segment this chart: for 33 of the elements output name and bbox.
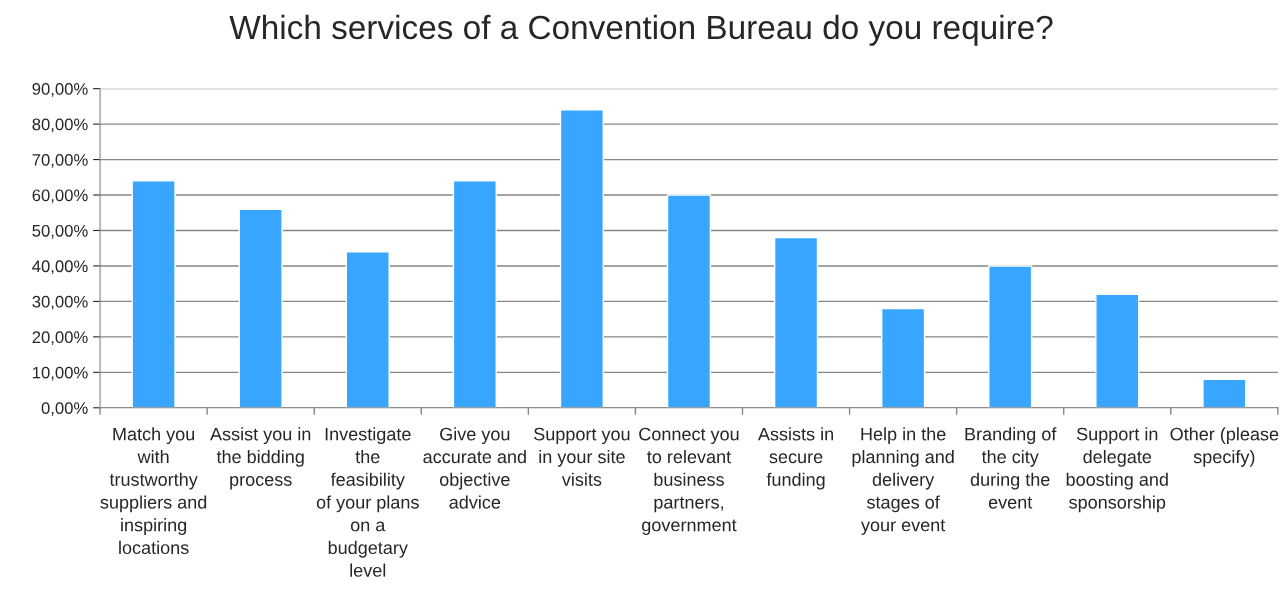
x-tick-label: Match you with trustworthy suppliers and inspiring locations [100,427,207,555]
x-tick-label: Give you accurate and objective advice [423,427,526,509]
y-tick-label: 60,00% [32,189,88,204]
bar [559,109,605,408]
x-tick-label: Support you in your site visits [534,427,630,486]
y-tick-label: 80,00% [32,118,88,133]
y-tick-label: 0,00% [41,402,88,416]
x-tick-label: Help in the planning and delivery stages of your event [852,427,954,535]
bar [666,194,712,408]
x-tick-label: Support in delegate boosting and sponsorship [1066,427,1168,513]
bar [131,180,176,408]
bar [238,208,283,408]
x-tick-label: Connect you to relevant business partners, government [639,427,739,535]
y-tick-label: 90,00% [32,83,88,97]
x-tick-label: Assists in secure funding [757,427,833,490]
chart-title: Which services of a Convention Bureau do you require? [229,14,1053,46]
bar [773,236,819,408]
x-tick-label: Other (please specify) [1170,427,1279,467]
x-tick-label: Investigate the feasibility of your plans on a budgetary level [316,427,419,577]
bar [1202,378,1247,408]
x-tick-label: Branding of the city during the event [965,427,1057,509]
y-tick-label: 40,00% [32,260,88,275]
y-tick-label: 10,00% [33,366,88,381]
bar [345,251,390,408]
y-tick-label: 20,00% [32,331,88,346]
bar [988,265,1033,408]
y-tick-label: 50,00% [32,224,88,239]
bar [452,180,497,408]
x-tick-label: Assist you in the bidding process [210,427,311,490]
bar [1095,293,1140,408]
y-tick-label: 70,00% [32,153,88,168]
y-tick-label: 30,00% [32,295,88,310]
bar [881,307,926,408]
